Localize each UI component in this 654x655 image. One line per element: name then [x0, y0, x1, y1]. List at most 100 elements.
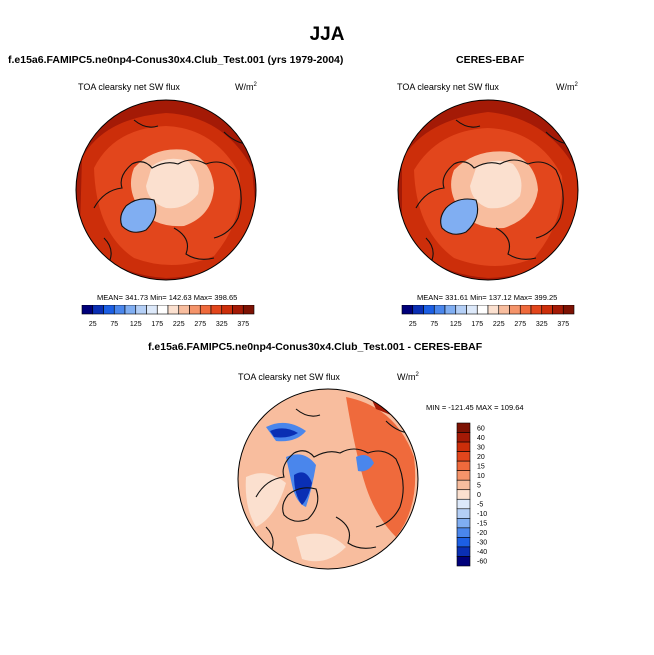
panel-3-coast-land: [265, 408, 409, 550]
colorbar-tick-label: 175: [151, 321, 163, 328]
colorbar-cell: [456, 537, 471, 548]
panel-2-colorbar-labels: 25 75 125 175 225 275 325 375: [409, 321, 569, 328]
panel-2-coast-greenland: [440, 198, 479, 235]
panel-3-strong-north: [270, 428, 298, 438]
colorbar-cell: [487, 305, 500, 315]
panel-3-coast-greenland: [282, 487, 319, 522]
panel-3-colorbar-cells: [456, 422, 471, 567]
colorbar-cell: [456, 470, 471, 481]
colorbar-tick-label: 40: [477, 435, 485, 442]
colorbar-cell: [92, 305, 104, 315]
colorbar-cell: [509, 305, 521, 315]
panel-3-map: [237, 388, 419, 570]
colorbar-cell: [189, 305, 201, 315]
panel-3-stats: MIN = -121.45 MAX = 109.64: [426, 403, 524, 412]
panel-2-colorbar-cells: [401, 305, 575, 315]
colorbar-tick-label: 225: [173, 321, 185, 328]
colorbar-tick-label: 75: [430, 321, 438, 328]
colorbar-tick-label: 75: [110, 321, 118, 328]
colorbar-cell: [135, 305, 147, 315]
colorbar-cell: [456, 556, 471, 567]
panel-2-title: CERES-EBAF: [456, 54, 525, 66]
colorbar-tick-label: 225: [493, 321, 505, 328]
colorbar-cell: [412, 305, 424, 315]
panel-3-variable: TOA clearsky net SW flux: [238, 372, 340, 382]
colorbar-cell: [199, 305, 212, 315]
colorbar-cell: [519, 305, 532, 315]
colorbar-tick-label: 0: [477, 492, 481, 499]
colorbar-tick-label: 175: [471, 321, 483, 328]
panel-2-map: [397, 99, 579, 281]
colorbar-cell: [456, 441, 471, 452]
colorbar-cell: [498, 305, 510, 315]
colorbar-tick-label: 325: [216, 321, 228, 328]
panel-2-greenland: [440, 199, 478, 235]
colorbar-tick-label: 25: [89, 321, 97, 328]
panel-2-stats: MEAN= 331.61 Min= 137.12 Max= 399.25: [417, 293, 558, 302]
colorbar-tick-label: -60: [477, 559, 487, 566]
colorbar-cell: [456, 489, 471, 500]
colorbar-tick-label: -5: [477, 502, 483, 509]
colorbar-cell: [167, 305, 180, 315]
panel-1-map-border: [75, 99, 257, 281]
colorbar-cell: [456, 508, 471, 519]
colorbar-tick-label: -15: [477, 521, 487, 528]
panel-3-warm-east: [346, 397, 416, 537]
colorbar-tick-label: -30: [477, 540, 487, 547]
colorbar-cell: [456, 451, 471, 462]
panel-3-coast-arctic: [255, 448, 404, 528]
colorbar-tick-label: 125: [130, 321, 142, 328]
colorbar-cell: [156, 305, 169, 315]
colorbar-cell: [103, 305, 115, 315]
colorbar-cell: [146, 305, 158, 315]
colorbar-cell: [456, 518, 471, 529]
panel-3-units: W/m2: [397, 372, 419, 382]
colorbar-tick-label: 325: [536, 321, 548, 328]
colorbar-cell: [423, 305, 435, 315]
panel-1-units: W/m2: [235, 82, 257, 92]
colorbar-cell: [444, 305, 457, 315]
colorbar-cell: [456, 498, 471, 510]
panel-1-coast-arctic: [93, 159, 242, 239]
panel-3-neutral-west: [245, 473, 286, 527]
panel-2-variable: TOA clearsky net SW flux: [397, 82, 499, 92]
colorbar-cell: [456, 527, 471, 538]
colorbar-tick-label: 10: [477, 473, 485, 480]
season-title: JJA: [309, 24, 345, 45]
colorbar-tick-label: 125: [450, 321, 462, 328]
panel-1-title: f.e15a6.FAMIPC5.ne0np4-Conus30x4.Club_Te…: [8, 54, 344, 66]
colorbar-cell: [455, 305, 467, 315]
colorbar-tick-label: 5: [477, 482, 481, 489]
panel-2-colorbar: 25 75 125 175 225 275 325 375: [401, 305, 575, 328]
colorbar-cell: [221, 305, 233, 315]
colorbar-cell: [178, 305, 190, 315]
colorbar-cell: [456, 460, 471, 471]
panel-1-variable: TOA clearsky net SW flux: [78, 82, 180, 92]
colorbar-cell: [466, 305, 478, 315]
colorbar-cell: [562, 305, 575, 315]
panel-1-map: [75, 99, 257, 281]
colorbar-cell: [541, 305, 553, 315]
colorbar-cell: [456, 546, 471, 557]
colorbar-cell: [476, 305, 489, 315]
colorbar-tick-label: -10: [477, 511, 487, 518]
panel-3-colorbar-labels: 60 40 30 20 15 10 5 0 -5 -10 -15 -20 -30 -40 -60: [477, 425, 487, 565]
colorbar-tick-label: -40: [477, 549, 487, 556]
colorbar-tick-label: 375: [557, 321, 569, 328]
colorbar-tick-label: 20: [477, 454, 485, 461]
colorbar-cell: [81, 305, 94, 315]
panel-2-coast-land: [425, 119, 569, 261]
panel-3-title: f.e15a6.FAMIPC5.ne0np4-Conus30x4.Club_Te…: [148, 341, 483, 353]
colorbar-cell: [242, 305, 255, 315]
panel-2-coast-arctic: [415, 159, 564, 239]
panel-1-colorbar: 25 75 125 175 225 275 325 375: [81, 305, 255, 328]
panel-1-coast-greenland: [120, 198, 157, 233]
colorbar-tick-label: 275: [514, 321, 526, 328]
colorbar-cell: [456, 422, 471, 433]
colorbar-cell: [113, 305, 126, 315]
panel-2-ice-lighter: [470, 160, 522, 209]
colorbar-tick-label: 30: [477, 444, 485, 451]
panel-3-map-border: [237, 388, 419, 570]
panel-3-cool-spot: [356, 455, 374, 472]
colorbar-tick-label: 275: [194, 321, 206, 328]
